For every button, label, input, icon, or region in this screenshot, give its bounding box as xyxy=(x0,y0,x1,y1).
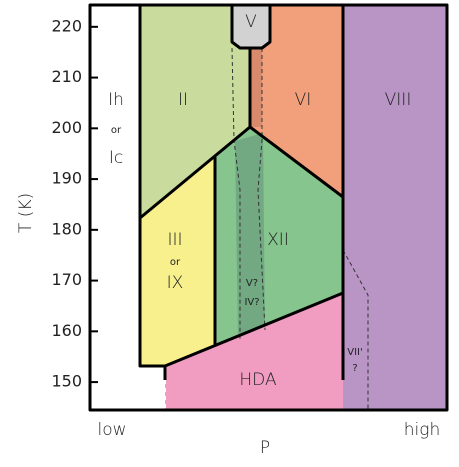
y-tick-label: 180 xyxy=(51,219,82,238)
dashed-line xyxy=(231,47,241,340)
region-label: VII' xyxy=(347,347,363,358)
x-high-label: high xyxy=(404,420,440,440)
y-tick-label: 150 xyxy=(51,372,82,391)
dashed-line xyxy=(342,249,369,410)
y-tick-label: 210 xyxy=(51,67,82,86)
region-label: IX xyxy=(167,273,184,293)
region-v xyxy=(232,5,270,48)
labels: Ih or Ic II V VI VIII III or IX XII V? I… xyxy=(16,12,440,458)
region-viii xyxy=(343,5,447,410)
region-ih xyxy=(90,5,140,410)
regions xyxy=(90,5,447,410)
region-label: V xyxy=(245,12,257,32)
region-iii xyxy=(140,157,215,366)
dashed-boundaries xyxy=(164,47,369,410)
region-label: or xyxy=(170,257,181,268)
region-label: II xyxy=(178,90,188,110)
y-tick-label: 170 xyxy=(51,270,82,289)
region-note: IV? xyxy=(244,297,259,308)
y-axis-label: T (K) xyxy=(16,193,36,233)
region-label: or xyxy=(111,125,122,136)
region-hda xyxy=(165,293,343,410)
y-tick-label: 220 xyxy=(51,16,82,35)
dashed-line xyxy=(257,48,266,331)
region-note: V? xyxy=(246,278,258,289)
region-label: VI xyxy=(295,90,312,110)
x-low-label: low xyxy=(97,420,126,440)
region-xii-strip xyxy=(235,133,265,337)
plot-frame xyxy=(88,3,449,412)
region-label: HDA xyxy=(239,370,277,390)
region-label: ? xyxy=(352,363,357,374)
region-ii xyxy=(140,5,250,218)
region-vi-strip xyxy=(250,48,262,127)
y-tick-label: 160 xyxy=(51,321,82,340)
region-label: Ih xyxy=(108,90,124,110)
region-vi xyxy=(250,5,343,197)
y-axis: 150 160 170 180 190 200 210 220 xyxy=(51,16,98,391)
region-label: Ic xyxy=(109,148,123,168)
y-tick-label: 200 xyxy=(51,118,82,137)
x-axis-label: P xyxy=(260,438,270,458)
y-tick-label: 190 xyxy=(51,169,82,188)
region-label: VIII xyxy=(385,90,412,110)
region-label: XII xyxy=(267,230,289,250)
boundaries xyxy=(88,3,449,412)
region-label: III xyxy=(167,230,182,250)
